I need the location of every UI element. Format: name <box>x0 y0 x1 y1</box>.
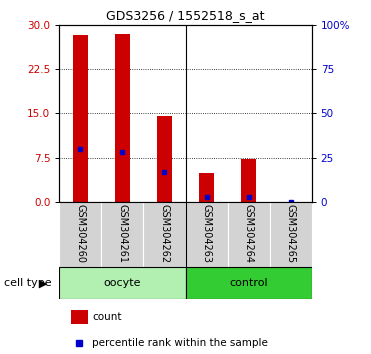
Text: GSM304263: GSM304263 <box>201 204 211 263</box>
Text: count: count <box>92 312 122 322</box>
Bar <box>186 267 312 299</box>
Bar <box>59 202 101 267</box>
Bar <box>270 202 312 267</box>
Text: GSM304265: GSM304265 <box>286 204 296 263</box>
Text: oocyte: oocyte <box>104 278 141 288</box>
Bar <box>144 202 186 267</box>
Text: GSM304260: GSM304260 <box>75 204 85 263</box>
Bar <box>199 173 214 202</box>
Text: cell type: cell type <box>4 278 51 288</box>
Text: GSM304264: GSM304264 <box>244 204 253 263</box>
Text: percentile rank within the sample: percentile rank within the sample <box>92 338 268 348</box>
Text: ▶: ▶ <box>39 278 47 288</box>
Bar <box>157 116 172 202</box>
Bar <box>115 34 130 202</box>
Text: GDS3256 / 1552518_s_at: GDS3256 / 1552518_s_at <box>106 9 265 22</box>
Text: GSM304261: GSM304261 <box>118 204 127 263</box>
Bar <box>241 159 256 202</box>
Bar <box>71 310 88 324</box>
Bar <box>227 202 270 267</box>
Text: control: control <box>229 278 268 288</box>
Bar <box>73 35 88 202</box>
Bar <box>59 267 186 299</box>
Bar <box>101 202 144 267</box>
Bar <box>186 202 227 267</box>
Text: GSM304262: GSM304262 <box>160 204 170 263</box>
